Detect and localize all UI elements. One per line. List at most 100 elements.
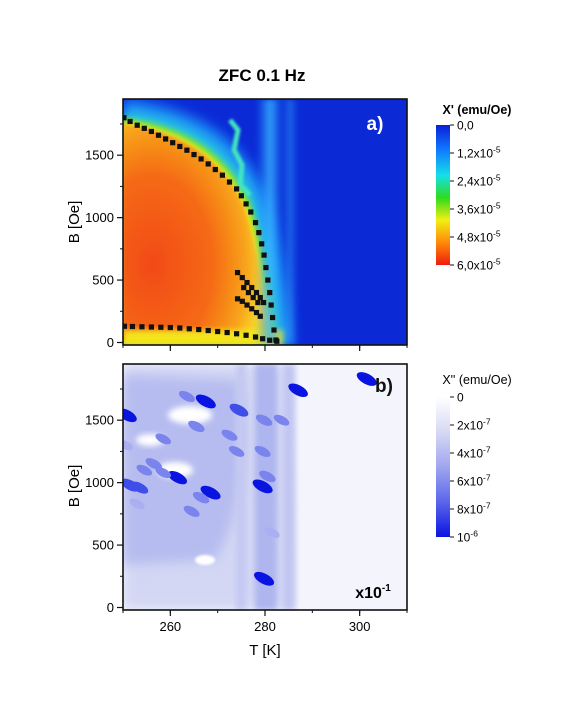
panel-b-colorbar: X'' (emu/Oe) 02x10-74x10-76x10-78x10-710… [436,373,512,545]
colorbar-tick-label: 6,0x10-5 [457,257,501,273]
colorbar-label-base: 2,4x10 [457,175,493,189]
y-tick-label: 1000 [85,475,114,490]
panel-b-heatmap [123,364,407,610]
y-tick-label: 500 [92,273,114,288]
boundary-marker [244,302,250,308]
boundary-marker [267,337,273,343]
chi2-blob [252,479,273,494]
colorbar-label-exponent: -7 [483,501,491,511]
boundary-marker [252,334,259,340]
panel-b-label: b) [375,376,393,397]
y-tick-label: 0 [107,335,114,350]
boundary-marker [224,329,230,336]
x-axis-label: T [K] [249,642,280,659]
boundary-marker [271,327,277,333]
colorbar-tick-label: 6x10-7 [457,473,491,489]
panel-b-white-patch [195,555,215,565]
boundary-marker [234,331,240,337]
colorbar-tick-label: 8x10-7 [457,501,491,517]
panel-a-streak [228,118,252,197]
y-tick-label: 500 [92,538,114,553]
boundary-marker [198,156,204,162]
chi2-blob [200,485,221,500]
boundary-marker [263,264,269,271]
boundary-marker [184,147,190,153]
colorbar-label-base: 0 [457,391,464,405]
chi2-blob [155,467,171,479]
figure-title: ZFC 0.1 Hz [219,66,306,85]
boundary-marker [260,299,267,306]
chi2-blob [273,414,290,426]
colorbar-label-exponent: -5 [493,257,501,267]
boundary-marker [148,324,154,330]
colorbar-label-base: 1,2x10 [457,147,493,161]
boundary-marker [123,115,127,121]
colorbar-tick-label: 1,2x10-5 [457,145,501,161]
chi2-blob [178,390,195,403]
chi2-blob [155,433,171,445]
chi2-blob [183,505,200,517]
colorbar-label-base: 10 [457,531,471,545]
boundary-marker [123,323,128,329]
colorbar-tick-label: 0 [457,391,464,405]
boundary-marker [186,326,192,332]
colorbar-tick-label: 0,0 [457,119,474,133]
boundary-marker [257,294,263,301]
boundary-marker [253,289,260,296]
panel-a-axes: 0 500 1000 1500 [85,123,408,351]
colorbar-label-exponent: -5 [493,173,501,183]
colorbar-label-base: 6x10 [457,475,483,489]
chi2-blob [167,471,187,485]
chi2-blob [259,470,276,483]
boundary-marker [253,309,260,316]
panel-b: 260 280 300 0 500 1000 1500 b) x10-1 B [Oe] T … [66,363,512,659]
x-tick-label: 280 [254,619,276,634]
boundary-marker [274,338,280,344]
panel-a-ylabel: B [Oe] [66,201,83,244]
boundary-marker [239,274,245,281]
colorbar-label-base: 6,0x10 [457,259,493,273]
y-tick-label: 1500 [85,148,114,163]
boundary-marker [158,324,164,330]
boundary-marker [267,289,273,296]
panel-a-low-field-band [123,330,283,345]
x-tick-label: 260 [159,619,181,634]
colorbar-tick-label: 4x10-7 [457,445,491,461]
boundary-marker [241,284,247,291]
chi2-blob [195,394,216,409]
chi2-blob [288,383,308,397]
boundary-marker [167,324,173,331]
chi2-blob [192,491,210,504]
boundary-marker [265,277,271,283]
colorbar-b-gradient [436,397,450,537]
panel-b-blobs [123,372,377,586]
chi2-blob [264,527,280,538]
boundary-marker [127,118,133,125]
boundary-marker [249,306,255,312]
boundary-marker [163,136,169,142]
colorbar-tick-label: 2,4x10-5 [457,173,501,189]
boundary-marker [212,166,218,173]
boundary-marker [226,179,233,185]
boundary-marker [268,302,274,308]
panel-b-scale-exponent: -1 [382,583,391,594]
boundary-marker [261,252,267,258]
boundary-marker [196,326,202,333]
colorbar-a-title: X' (emu/Oe) [443,103,512,117]
panel-a-stripe-280 [256,99,284,345]
panel-b-stripe-275 [236,364,246,610]
boundary-marker [205,161,211,167]
colorbar-label-exponent: -7 [483,445,491,455]
boundary-marker [255,299,261,306]
boundary-marker [141,125,147,131]
panel-b-ylabel: B [Oe] [66,465,83,508]
colorbar-tick-label: 3,6x10-5 [457,201,501,217]
x-tick-label: 300 [349,619,371,634]
colorbar-label-base: 8x10 [457,503,483,517]
chi2-blob [229,403,249,417]
panel-a: 0 500 1000 1500 a) B [Oe] X' (emu/Oe) 0,0 1,… [66,98,512,351]
boundary-marker [257,313,263,319]
boundary-marker [177,325,183,331]
